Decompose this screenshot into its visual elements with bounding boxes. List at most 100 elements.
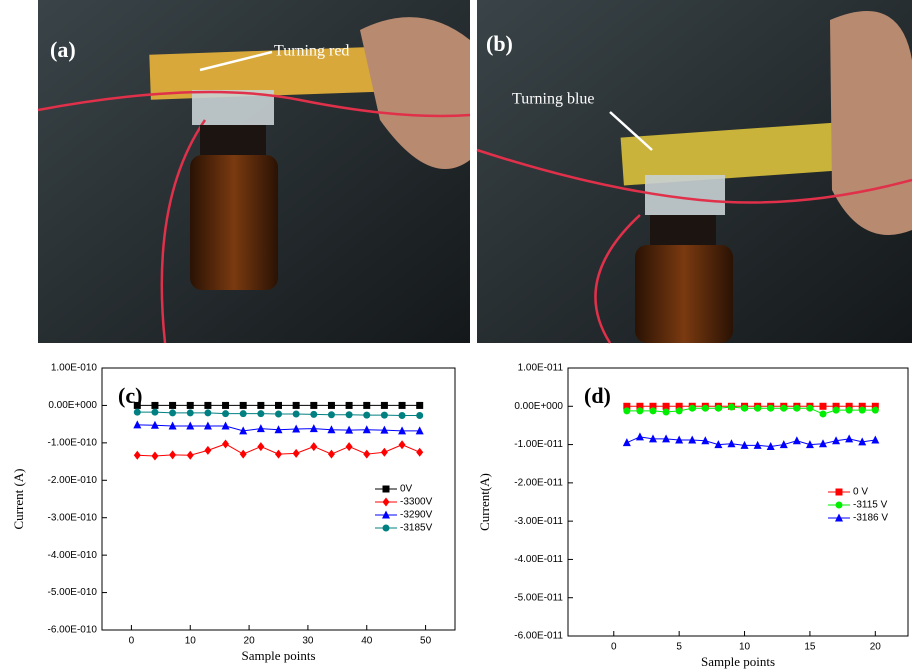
- marker: [793, 436, 801, 444]
- marker: [133, 420, 141, 428]
- marker: [240, 410, 247, 417]
- marker: [328, 450, 335, 459]
- marker: [754, 405, 761, 412]
- marker: [727, 439, 735, 447]
- marker: [859, 407, 866, 414]
- marker: [845, 434, 853, 442]
- x-tick-label: 10: [185, 636, 197, 647]
- marker: [820, 410, 827, 417]
- marker: [222, 410, 229, 417]
- legend-label: -3115 V: [853, 500, 888, 511]
- marker: [806, 405, 813, 412]
- marker: [820, 403, 827, 410]
- marker: [240, 402, 247, 409]
- marker: [381, 402, 388, 409]
- marker: [151, 402, 158, 409]
- marker: [257, 410, 264, 417]
- marker: [275, 450, 282, 459]
- marker: [836, 502, 843, 509]
- marker: [204, 446, 211, 455]
- marker: [169, 409, 176, 416]
- marker: [399, 412, 406, 419]
- marker: [636, 407, 643, 414]
- x-tick-label: 30: [302, 636, 314, 647]
- y-tick-label: -5.00E-011: [514, 592, 563, 603]
- marker: [363, 412, 370, 419]
- y-axis-title: Current (A): [11, 468, 26, 529]
- marker: [310, 442, 317, 451]
- marker: [275, 411, 282, 418]
- annotation: Turning blue: [512, 91, 595, 108]
- annotation: Turning red: [274, 43, 349, 60]
- marker: [346, 442, 353, 451]
- marker: [240, 450, 247, 459]
- marker: [293, 411, 300, 418]
- marker: [650, 407, 657, 414]
- marker: [134, 402, 141, 409]
- marker: [310, 424, 318, 432]
- marker: [416, 448, 423, 457]
- x-tick-label: 20: [870, 642, 882, 653]
- marker: [134, 451, 141, 460]
- y-tick-label: -2.00E-010: [48, 475, 98, 486]
- marker: [257, 442, 264, 451]
- marker: [187, 402, 194, 409]
- marker: [702, 405, 709, 412]
- panel-label: (b): [486, 31, 513, 56]
- marker: [623, 407, 630, 414]
- marker: [846, 407, 853, 414]
- marker: [275, 402, 282, 409]
- marker: [793, 405, 800, 412]
- marker: [623, 438, 631, 446]
- marker: [257, 402, 264, 409]
- marker: [187, 451, 194, 460]
- x-tick-label: 0: [611, 642, 617, 653]
- x-tick-label: 50: [420, 636, 432, 647]
- marker: [399, 402, 406, 409]
- photo-b: [477, 0, 912, 343]
- marker: [836, 489, 843, 496]
- y-tick-label: -3.00E-011: [514, 516, 563, 527]
- marker: [134, 409, 141, 416]
- y-tick-label: -6.00E-010: [48, 625, 98, 636]
- marker: [383, 498, 390, 507]
- marker: [222, 402, 229, 409]
- x-tick-label: 15: [804, 642, 816, 653]
- marker: [363, 402, 370, 409]
- marker: [363, 450, 370, 459]
- marker: [151, 409, 158, 416]
- marker: [328, 402, 335, 409]
- marker: [310, 411, 317, 418]
- legend-label: -3186 V: [853, 513, 888, 524]
- x-axis-title: Sample points: [241, 648, 315, 663]
- x-tick-label: 5: [676, 642, 682, 653]
- y-tick-label: -1.00E-011: [514, 439, 563, 450]
- y-axis-title: Current(A): [477, 473, 492, 531]
- marker: [833, 407, 840, 414]
- y-tick-label: -4.00E-010: [48, 550, 98, 561]
- marker: [293, 402, 300, 409]
- x-tick-label: 20: [244, 636, 256, 647]
- marker: [328, 411, 335, 418]
- marker: [728, 404, 735, 411]
- marker: [363, 425, 371, 433]
- marker: [346, 402, 353, 409]
- y-tick-label: -6.00E-011: [514, 631, 563, 642]
- marker: [187, 409, 194, 416]
- marker: [310, 402, 317, 409]
- x-axis-title: Sample points: [701, 654, 775, 669]
- marker: [636, 432, 644, 440]
- legend-label: -3290V: [400, 510, 433, 521]
- marker: [151, 451, 158, 460]
- marker: [169, 402, 176, 409]
- legend-label: -3185V: [400, 523, 433, 534]
- marker: [293, 449, 300, 458]
- photo-a: [38, 0, 470, 343]
- marker: [257, 424, 265, 432]
- x-tick-label: 10: [739, 642, 751, 653]
- marker: [767, 405, 774, 412]
- marker: [676, 407, 683, 414]
- x-tick-label: 0: [129, 636, 135, 647]
- marker: [204, 402, 211, 409]
- y-tick-label: -2.00E-011: [514, 477, 563, 488]
